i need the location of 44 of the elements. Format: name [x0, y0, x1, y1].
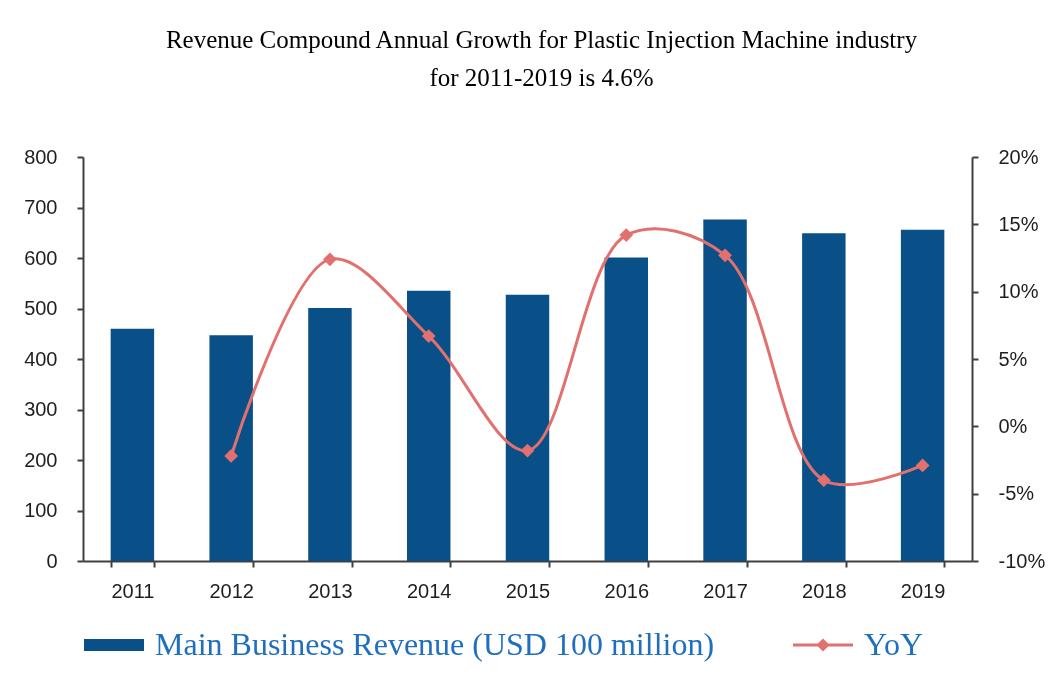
point — [323, 252, 337, 267]
point — [224, 449, 239, 463]
y2-tick-label: 5% — [998, 347, 1028, 370]
x-tick-label: 2017 — [703, 579, 748, 602]
bar — [604, 257, 649, 561]
bar — [802, 233, 846, 561]
point — [816, 473, 831, 488]
x-tick-label: 2014 — [406, 579, 452, 602]
bar — [703, 219, 747, 561]
x-tick-label: 2015 — [505, 579, 551, 602]
chart-title: Revenue Compound Annual Growth for Plastic Injection Machine industry for 2011-2019 is 4.6% — [165, 26, 918, 91]
bar — [110, 328, 155, 561]
bar — [209, 335, 253, 561]
y2-tick-label: -10% — [998, 549, 1046, 572]
x-tick-label: 2012 — [209, 579, 254, 602]
x-tick-label: 2011 — [111, 579, 155, 602]
legend-label: YoY — [864, 626, 924, 662]
bar — [308, 308, 352, 561]
y2-tick-label: 20% — [998, 145, 1039, 168]
x-tick-label: 2013 — [308, 579, 353, 602]
bar — [505, 294, 550, 561]
y-tick-label: 100 — [24, 499, 58, 521]
bar — [900, 229, 945, 561]
legend-label: Main Business Revenue (USD 100 million) — [155, 626, 715, 662]
point — [421, 329, 436, 343]
point — [915, 458, 930, 473]
x-tick-label: 2016 — [604, 579, 650, 602]
y2-tick-label: -5% — [998, 482, 1035, 505]
bar — [406, 290, 451, 561]
y-tick-label: 200 — [24, 448, 58, 471]
y-tick-label: 300 — [24, 398, 58, 420]
x-tick-label: 2019 — [900, 579, 946, 602]
y2-tick-label: 15% — [998, 212, 1039, 235]
y-tick-label: 700 — [24, 196, 58, 218]
y2-tick-label: 0% — [998, 414, 1028, 437]
y2-tick-label: 10% — [998, 280, 1039, 303]
point — [718, 248, 732, 263]
x-tick-label: 2018 — [802, 579, 847, 602]
y-tick-label: 600 — [24, 246, 58, 269]
y-tick-label: 400 — [24, 347, 58, 370]
y-tick-label: 500 — [24, 297, 58, 319]
y-tick-label: 800 — [24, 145, 58, 168]
y-tick-label: 0 — [46, 549, 58, 572]
point — [619, 228, 634, 242]
